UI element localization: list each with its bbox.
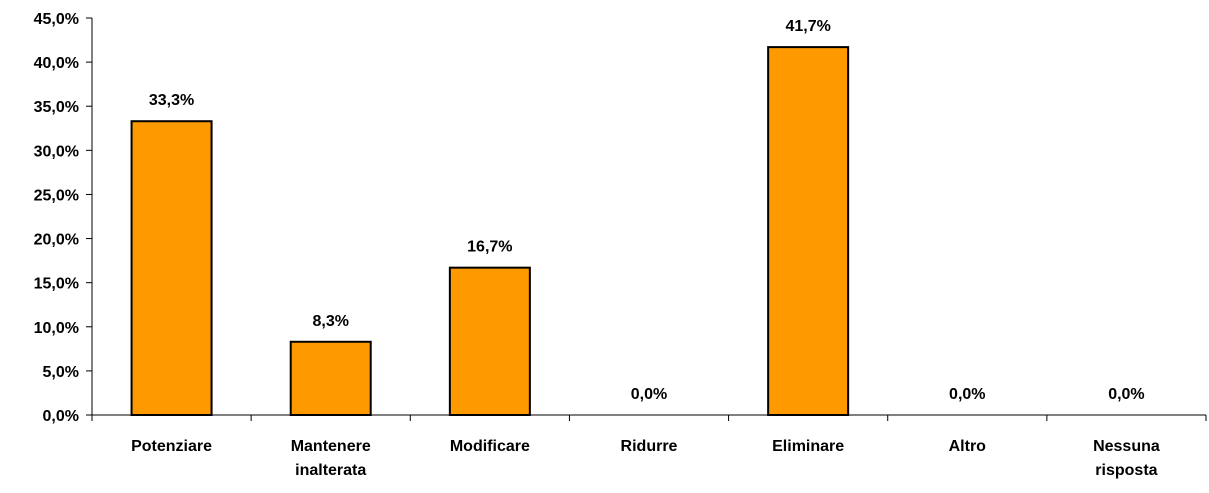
x-tick-label: Modificare: [450, 438, 530, 455]
y-tick-label: 15,0%: [34, 276, 79, 293]
y-tick-label: 35,0%: [34, 99, 79, 116]
y-tick-label: 45,0%: [34, 11, 79, 28]
y-tick-label: 40,0%: [34, 55, 79, 72]
bar-value-label: 0,0%: [631, 386, 667, 403]
bar: [289, 340, 372, 416]
x-tick-label: Eliminare: [772, 438, 844, 455]
y-tick-label: 20,0%: [34, 232, 79, 249]
y-tick-label: 5,0%: [43, 364, 79, 381]
x-tick-label: Potenziare: [131, 438, 212, 455]
bar-value-label: 0,0%: [1108, 386, 1144, 403]
x-tick-label: Nessuna risposta: [1093, 438, 1160, 479]
x-axis: [91, 414, 1207, 421]
bars: [130, 46, 850, 416]
y-axis: 0,0% 5,0% 10,0% 15,0% 20,0% 25,0% 30,0% 35,0% 40…: [34, 11, 93, 425]
x-tick-label: Altro: [949, 438, 987, 455]
bar-value-label: 41,7%: [785, 18, 830, 35]
x-tick-label: Mantenere inalterata: [291, 438, 371, 479]
y-tick-label: 0,0%: [43, 408, 79, 425]
bar-value-label: 8,3%: [312, 313, 348, 330]
y-tick-label: 25,0%: [34, 187, 79, 204]
category-labels: Potenziare Mantenere inalterata Modificare R…: [131, 438, 1160, 479]
bar: [130, 120, 213, 416]
x-tick-label: Ridurre: [621, 438, 678, 455]
y-tick-label: 10,0%: [34, 320, 79, 337]
bar-value-label: 16,7%: [467, 239, 512, 256]
bar-value-label: 33,3%: [149, 92, 194, 109]
bar: [448, 266, 531, 416]
bar-value-label: 0,0%: [949, 386, 985, 403]
value-labels: 33,3% 8,3% 16,7% 0,0% 41,7% 0,0% 0,0%: [149, 18, 1145, 403]
y-tick-label: 30,0%: [34, 143, 79, 160]
bar: [767, 46, 850, 416]
